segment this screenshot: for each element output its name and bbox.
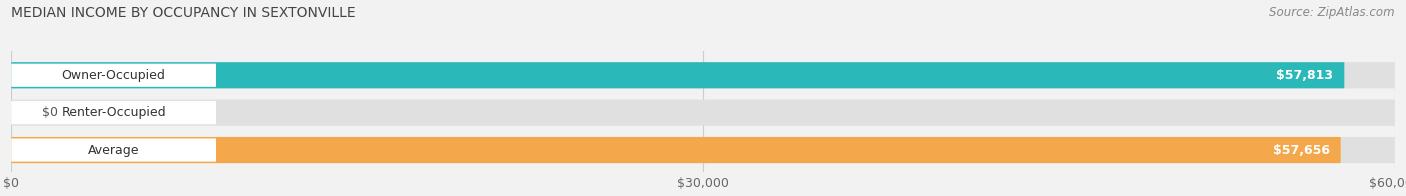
Text: $57,813: $57,813 bbox=[1277, 69, 1333, 82]
FancyBboxPatch shape bbox=[11, 138, 217, 162]
FancyBboxPatch shape bbox=[11, 137, 1395, 163]
FancyBboxPatch shape bbox=[11, 64, 217, 87]
Text: $57,656: $57,656 bbox=[1272, 143, 1330, 157]
Text: Average: Average bbox=[89, 143, 139, 157]
Text: Owner-Occupied: Owner-Occupied bbox=[62, 69, 166, 82]
FancyBboxPatch shape bbox=[11, 101, 217, 124]
FancyBboxPatch shape bbox=[11, 100, 1395, 126]
Text: $0: $0 bbox=[42, 106, 58, 119]
Text: Renter-Occupied: Renter-Occupied bbox=[62, 106, 166, 119]
FancyBboxPatch shape bbox=[11, 62, 1344, 88]
Text: MEDIAN INCOME BY OCCUPANCY IN SEXTONVILLE: MEDIAN INCOME BY OCCUPANCY IN SEXTONVILL… bbox=[11, 6, 356, 20]
FancyBboxPatch shape bbox=[11, 137, 1341, 163]
FancyBboxPatch shape bbox=[11, 62, 1395, 88]
Text: Source: ZipAtlas.com: Source: ZipAtlas.com bbox=[1270, 6, 1395, 19]
